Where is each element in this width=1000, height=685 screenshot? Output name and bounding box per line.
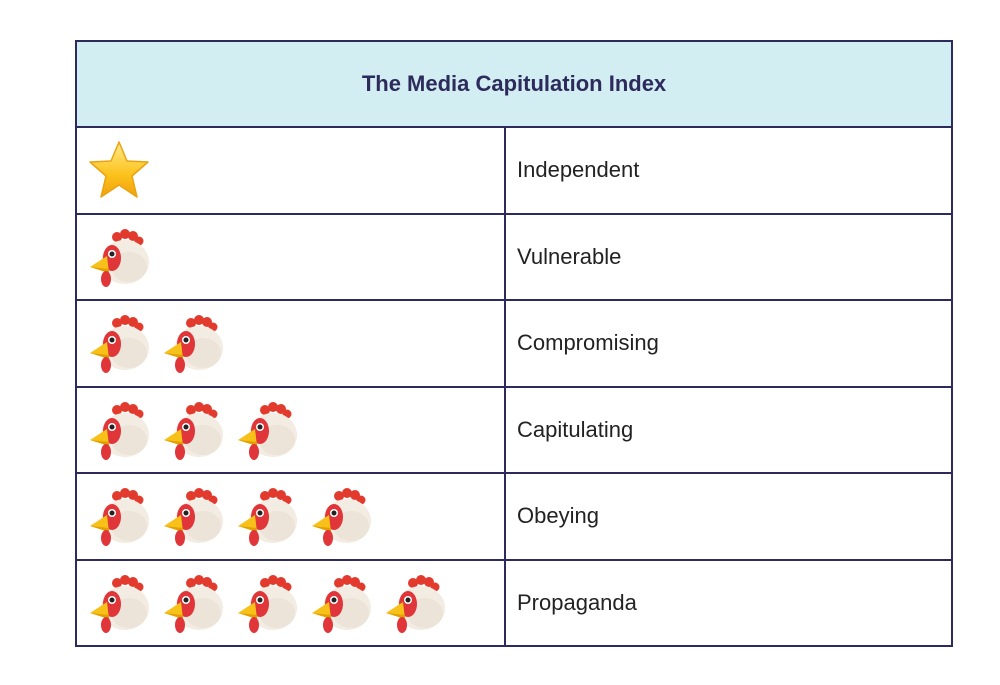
icon-cell	[77, 301, 506, 386]
icon-cell	[77, 214, 506, 299]
index-table: The Media Capitulation Index Independent…	[75, 40, 953, 647]
chicken-icon	[161, 571, 225, 635]
chicken-icon	[309, 571, 373, 635]
chicken-icon	[235, 571, 299, 635]
row-label: Propaganda	[517, 589, 637, 615]
table-row: Vulnerable	[77, 214, 951, 301]
row-label: Independent	[517, 157, 640, 183]
table-row: Capitulating	[77, 387, 951, 474]
icon-cell	[77, 474, 506, 559]
table-row: Propaganda	[77, 560, 951, 645]
chicken-icon	[87, 484, 151, 548]
chicken-icon	[87, 571, 151, 635]
table-title: The Media Capitulation Index	[77, 42, 951, 128]
chicken-icon	[87, 311, 151, 375]
table-row: Compromising	[77, 301, 951, 388]
row-label: Capitulating	[517, 416, 634, 442]
icon-cell	[77, 560, 506, 645]
chicken-icon	[383, 571, 447, 635]
chicken-icon	[161, 398, 225, 462]
table-row: Independent	[77, 128, 951, 215]
chicken-icon	[235, 398, 299, 462]
chicken-icon	[87, 225, 151, 289]
icon-cell	[77, 387, 506, 472]
row-label: Compromising	[517, 330, 659, 356]
chicken-icon	[235, 484, 299, 548]
chicken-icon	[161, 311, 225, 375]
star-icon	[87, 138, 151, 202]
row-label: Vulnerable	[517, 243, 622, 269]
chicken-icon	[161, 484, 225, 548]
chicken-icon	[309, 484, 373, 548]
table-row: Obeying	[77, 474, 951, 561]
icon-cell	[77, 128, 506, 213]
row-label: Obeying	[517, 503, 599, 529]
chicken-icon	[87, 398, 151, 462]
